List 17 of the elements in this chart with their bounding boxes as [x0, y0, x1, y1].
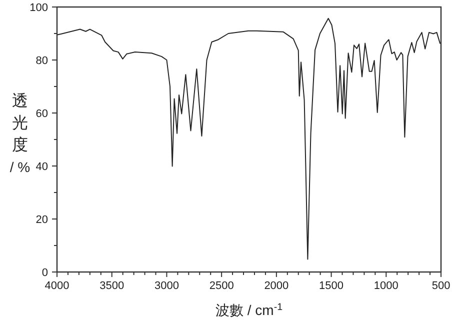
- y-tick-label: 20: [36, 214, 48, 226]
- x-tick-label: 2500: [209, 280, 234, 292]
- y-tick-label: 100: [30, 2, 48, 14]
- y-tick-label: 40: [36, 160, 48, 173]
- x-tick-label: 1000: [374, 280, 398, 292]
- x-axis-title: 波數 / cm$^{-1}$: [215, 302, 283, 318]
- line-series: [56, 18, 442, 260]
- x-tick-label: 2000: [264, 280, 289, 292]
- x-tick-label: 3000: [154, 280, 179, 292]
- y-tick-label: 0: [42, 266, 48, 279]
- x-tick-label: 3500: [100, 280, 124, 292]
- x-tick-label: 500: [432, 280, 450, 292]
- y-axis-title: 透光度 / %: [10, 92, 30, 175]
- y-tick-label: 60: [36, 108, 48, 120]
- x-tick-label: 4000: [44, 280, 70, 292]
- x-tick-label: 1500: [319, 280, 344, 292]
- y-tick-label: 80: [36, 54, 48, 67]
